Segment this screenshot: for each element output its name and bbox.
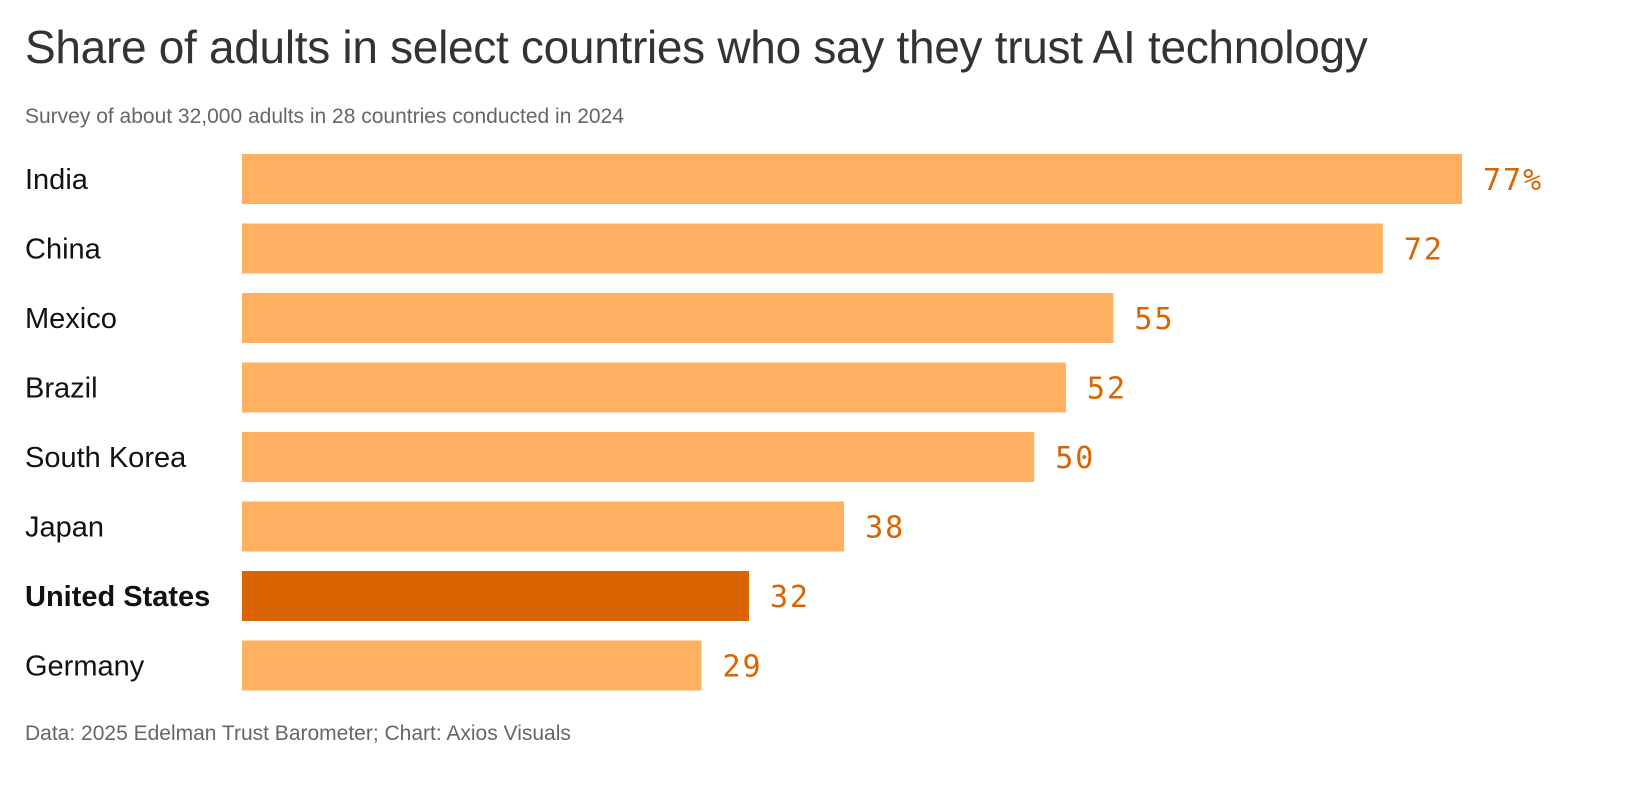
bar-united-states xyxy=(242,571,750,621)
value-label-south-korea: 50 xyxy=(1055,441,1095,476)
value-label-mexico: 55 xyxy=(1134,302,1174,337)
value-label-brazil: 52 xyxy=(1087,372,1127,407)
bar-india xyxy=(242,154,1462,204)
category-label-china: China xyxy=(25,234,102,266)
bar-south-korea xyxy=(242,432,1035,482)
category-label-united-states: United States xyxy=(25,581,210,613)
value-label-japan: 38 xyxy=(865,511,905,546)
category-label-germany: Germany xyxy=(25,651,145,683)
chart-title: Share of adults in select countries who … xyxy=(25,21,1368,73)
value-label-united-states: 32 xyxy=(770,580,810,615)
category-label-brazil: Brazil xyxy=(25,373,98,405)
value-label-germany: 29 xyxy=(722,650,762,685)
category-label-mexico: Mexico xyxy=(25,303,117,335)
chart-subtitle: Survey of about 32,000 adults in 28 coun… xyxy=(25,105,624,128)
bar-japan xyxy=(242,501,845,552)
bar-germany xyxy=(242,640,702,691)
bar-mexico xyxy=(242,293,1114,343)
bar-china xyxy=(242,223,1383,274)
value-label-india: 77% xyxy=(1483,163,1543,198)
value-label-china: 72 xyxy=(1404,233,1444,268)
bar-chart: India 77% China 72 Mexico 55 Brazil 52 South Kor… xyxy=(25,154,1543,691)
category-label-india: India xyxy=(25,164,89,196)
category-label-japan: Japan xyxy=(25,512,104,544)
category-label-south-korea: South Korea xyxy=(25,442,187,474)
bar-brazil xyxy=(242,362,1066,413)
chart-source: Data: 2025 Edelman Trust Barometer; Char… xyxy=(25,722,571,745)
